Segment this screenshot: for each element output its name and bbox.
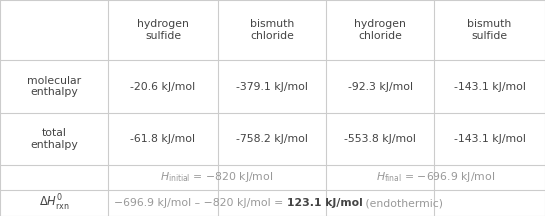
Text: total
enthalpy: total enthalpy — [30, 128, 78, 150]
Text: -20.6 kJ/mol: -20.6 kJ/mol — [130, 81, 196, 92]
Text: -758.2 kJ/mol: -758.2 kJ/mol — [236, 134, 308, 144]
Text: -379.1 kJ/mol: -379.1 kJ/mol — [236, 81, 308, 92]
Text: bismuth
chloride: bismuth chloride — [250, 19, 294, 41]
Text: -61.8 kJ/mol: -61.8 kJ/mol — [130, 134, 196, 144]
Text: 123.1 kJ/mol: 123.1 kJ/mol — [287, 198, 362, 208]
Text: -143.1 kJ/mol: -143.1 kJ/mol — [453, 81, 525, 92]
Text: −696.9 kJ/mol – −820 kJ/mol =: −696.9 kJ/mol – −820 kJ/mol = — [114, 198, 287, 208]
Text: -92.3 kJ/mol: -92.3 kJ/mol — [348, 81, 413, 92]
Text: hydrogen
sulfide: hydrogen sulfide — [137, 19, 189, 41]
Text: $\mathit{H}_\mathregular{initial}$ = −820 kJ/mol: $\mathit{H}_\mathregular{initial}$ = −82… — [160, 170, 274, 184]
Text: -143.1 kJ/mol: -143.1 kJ/mol — [453, 134, 525, 144]
Text: -553.8 kJ/mol: -553.8 kJ/mol — [344, 134, 416, 144]
Text: hydrogen
chloride: hydrogen chloride — [354, 19, 406, 41]
Text: bismuth
sulfide: bismuth sulfide — [468, 19, 512, 41]
Text: $\Delta H^0_\mathregular{rxn}$: $\Delta H^0_\mathregular{rxn}$ — [39, 193, 69, 213]
Text: (endothermic): (endothermic) — [362, 198, 444, 208]
Text: $\mathit{H}_\mathregular{final}$ = −696.9 kJ/mol: $\mathit{H}_\mathregular{final}$ = −696.… — [376, 170, 495, 184]
Text: molecular
enthalpy: molecular enthalpy — [27, 76, 81, 97]
